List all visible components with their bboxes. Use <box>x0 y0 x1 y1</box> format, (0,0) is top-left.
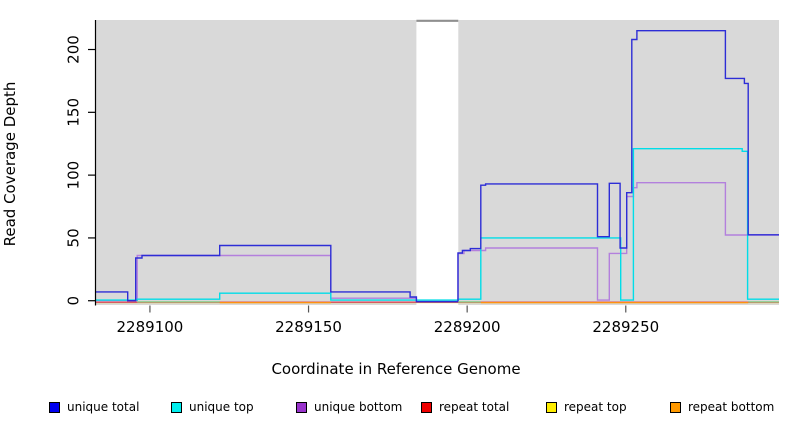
y-tick-label: 150 <box>65 98 83 127</box>
alignment-gap-region <box>416 20 459 305</box>
series-line-unique-top <box>96 148 779 301</box>
legend-item-unique-top: unique top <box>171 400 254 414</box>
legend-swatch-unique-total <box>49 401 60 413</box>
legend-label: repeat top <box>564 400 627 414</box>
x-tick-label: 2289200 <box>434 318 501 336</box>
x-tick-label: 2289100 <box>117 318 184 336</box>
legend-item-repeat-bottom: repeat bottom <box>670 400 774 414</box>
legend-item-unique-total: unique total <box>49 400 139 414</box>
legend-label: repeat bottom <box>688 400 775 414</box>
y-tick-label: 50 <box>64 228 82 247</box>
series-line-unique-total <box>96 30 779 303</box>
legend-item-repeat-top: repeat top <box>546 400 627 414</box>
legend-swatch-repeat-bottom <box>670 401 681 413</box>
x-tick-label: 2289150 <box>275 318 342 336</box>
legend-item-unique-bottom: unique bottom <box>296 400 402 414</box>
y-axis-title: Read Coverage Depth <box>1 81 19 247</box>
legend-label: unique top <box>189 400 254 414</box>
legend-swatch-repeat-top <box>546 401 557 413</box>
chart-legend: unique total unique top unique bottom repea… <box>0 400 792 420</box>
y-tick-label: 200 <box>65 35 83 64</box>
y-tick-label: 0 <box>65 296 83 306</box>
legend-swatch-unique-top <box>171 401 182 413</box>
legend-item-repeat-total: repeat total <box>421 400 509 414</box>
y-tick-label: 100 <box>65 161 83 190</box>
series-line-unique-bottom <box>96 182 779 302</box>
x-axis-title: Coordinate in Reference Genome <box>271 360 521 378</box>
legend-label: repeat total <box>439 400 510 414</box>
legend-label: unique bottom <box>314 400 403 414</box>
legend-swatch-repeat-total <box>421 401 432 413</box>
legend-swatch-unique-bottom <box>296 401 307 413</box>
x-tick-label: 2289250 <box>592 318 659 336</box>
legend-label: unique total <box>67 400 140 414</box>
